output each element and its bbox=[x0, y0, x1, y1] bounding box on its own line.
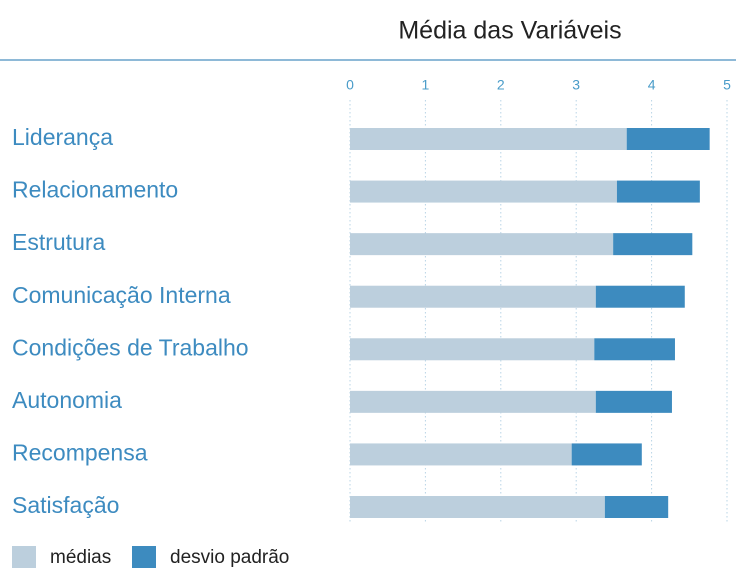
bar-segment bbox=[594, 338, 675, 361]
bar-segment bbox=[350, 285, 596, 308]
category-label: Recompensa bbox=[12, 440, 148, 466]
category-label: Comunicação Interna bbox=[12, 282, 231, 308]
bar-segment bbox=[595, 390, 672, 413]
x-tick-label: 0 bbox=[346, 77, 354, 93]
bar-segment bbox=[350, 443, 572, 466]
legend-swatch bbox=[12, 546, 36, 568]
bar-segment bbox=[626, 128, 710, 150]
category-label: Relacionamento bbox=[12, 177, 178, 203]
bar-segment bbox=[595, 285, 685, 308]
category-label: Satisfação bbox=[12, 492, 119, 518]
legend-swatch bbox=[132, 546, 156, 568]
bar-segment bbox=[350, 338, 595, 361]
bar-segment bbox=[350, 496, 605, 518]
bar-segment bbox=[350, 390, 596, 413]
legend-label: médias bbox=[50, 547, 111, 568]
chart-title: Média das Variáveis bbox=[398, 17, 621, 45]
x-tick-label: 1 bbox=[422, 77, 430, 93]
x-tick-label: 4 bbox=[648, 77, 656, 93]
bar-segment bbox=[613, 233, 693, 256]
bar-segment bbox=[604, 496, 669, 518]
bar-segment bbox=[350, 128, 627, 150]
category-label: Liderança bbox=[12, 124, 113, 150]
category-label: Autonomia bbox=[12, 387, 122, 413]
x-tick-label: 5 bbox=[723, 77, 731, 93]
category-label: Estrutura bbox=[12, 229, 106, 255]
bar-segment bbox=[350, 180, 617, 203]
category-label: Condições de Trabalho bbox=[12, 334, 249, 360]
x-tick-label: 2 bbox=[497, 77, 505, 93]
bar-segment bbox=[616, 180, 700, 203]
legend-label: desvio padrão bbox=[170, 547, 289, 568]
bar-segment bbox=[571, 443, 642, 466]
bar-segment bbox=[350, 233, 614, 256]
x-tick-label: 3 bbox=[572, 77, 580, 93]
